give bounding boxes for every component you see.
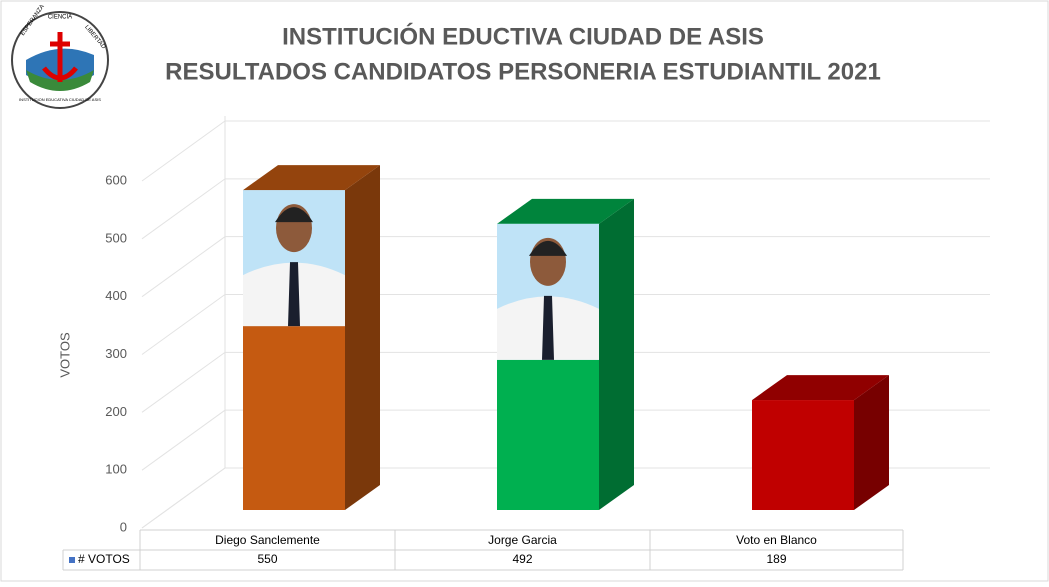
x-tick-label: Diego Sanclemente [215, 533, 320, 547]
x-tick-label: Jorge Garcia [488, 533, 557, 547]
series-name: # VOTOS [78, 552, 130, 566]
legend-key [69, 557, 75, 563]
table-value: 550 [257, 552, 277, 566]
bars [243, 165, 889, 511]
grid-line [141, 120, 990, 182]
data-table: Diego Sanclemente 550 Jorge Garcia 492 Voto … [62, 529, 904, 571]
table-value: 492 [512, 552, 532, 566]
bar-side [854, 375, 889, 510]
grid-line [141, 351, 990, 413]
photo-tie [542, 295, 554, 360]
logo-text: INSTITUCION EDUCATIVA CIUDAD DE ASIS [19, 97, 101, 102]
bar-top [497, 198, 634, 224]
grid-line [141, 409, 990, 471]
y-tick-label: 300 [105, 346, 127, 361]
y-axis-label: VOTOS [57, 332, 72, 378]
logo-text: CIENCIA [48, 15, 72, 21]
logo-anchor [42, 32, 78, 82]
bar-side [599, 198, 634, 510]
bar-top [752, 375, 889, 401]
bar-side [345, 165, 380, 511]
grid-line [141, 467, 990, 529]
y-tick-label: 500 [105, 230, 127, 245]
y-tick-label: 400 [105, 288, 127, 303]
y-tick-label: 0 [120, 519, 127, 534]
grid-line [141, 294, 990, 355]
y-tick-label: 600 [105, 172, 127, 187]
table-lines [62, 529, 904, 571]
bar-top [243, 165, 380, 191]
grid-line [141, 178, 990, 240]
y-tick-label: 100 [105, 462, 127, 477]
grid: 0 100 200 300 400 500 600 [105, 116, 990, 534]
photo-hair [275, 207, 313, 223]
chart-title: INSTITUCIÓN EDUCTIVA CIUDAD DE ASIS [282, 22, 764, 50]
bar [752, 400, 854, 510]
x-tick-label: Voto en Blanco [736, 533, 817, 547]
y-tick-label: 200 [105, 404, 127, 419]
photo-hair [529, 240, 567, 256]
table-value: 189 [766, 552, 786, 566]
chart-subtitle: RESULTADOS CANDIDATOS PERSONERIA ESTUDIA… [165, 58, 881, 85]
grid-line [141, 236, 990, 298]
photo-tie [288, 262, 300, 327]
